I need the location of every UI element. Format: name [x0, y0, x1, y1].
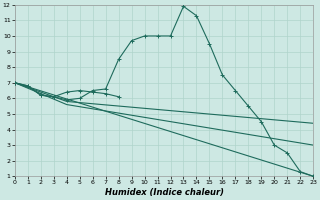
X-axis label: Humidex (Indice chaleur): Humidex (Indice chaleur): [105, 188, 224, 197]
